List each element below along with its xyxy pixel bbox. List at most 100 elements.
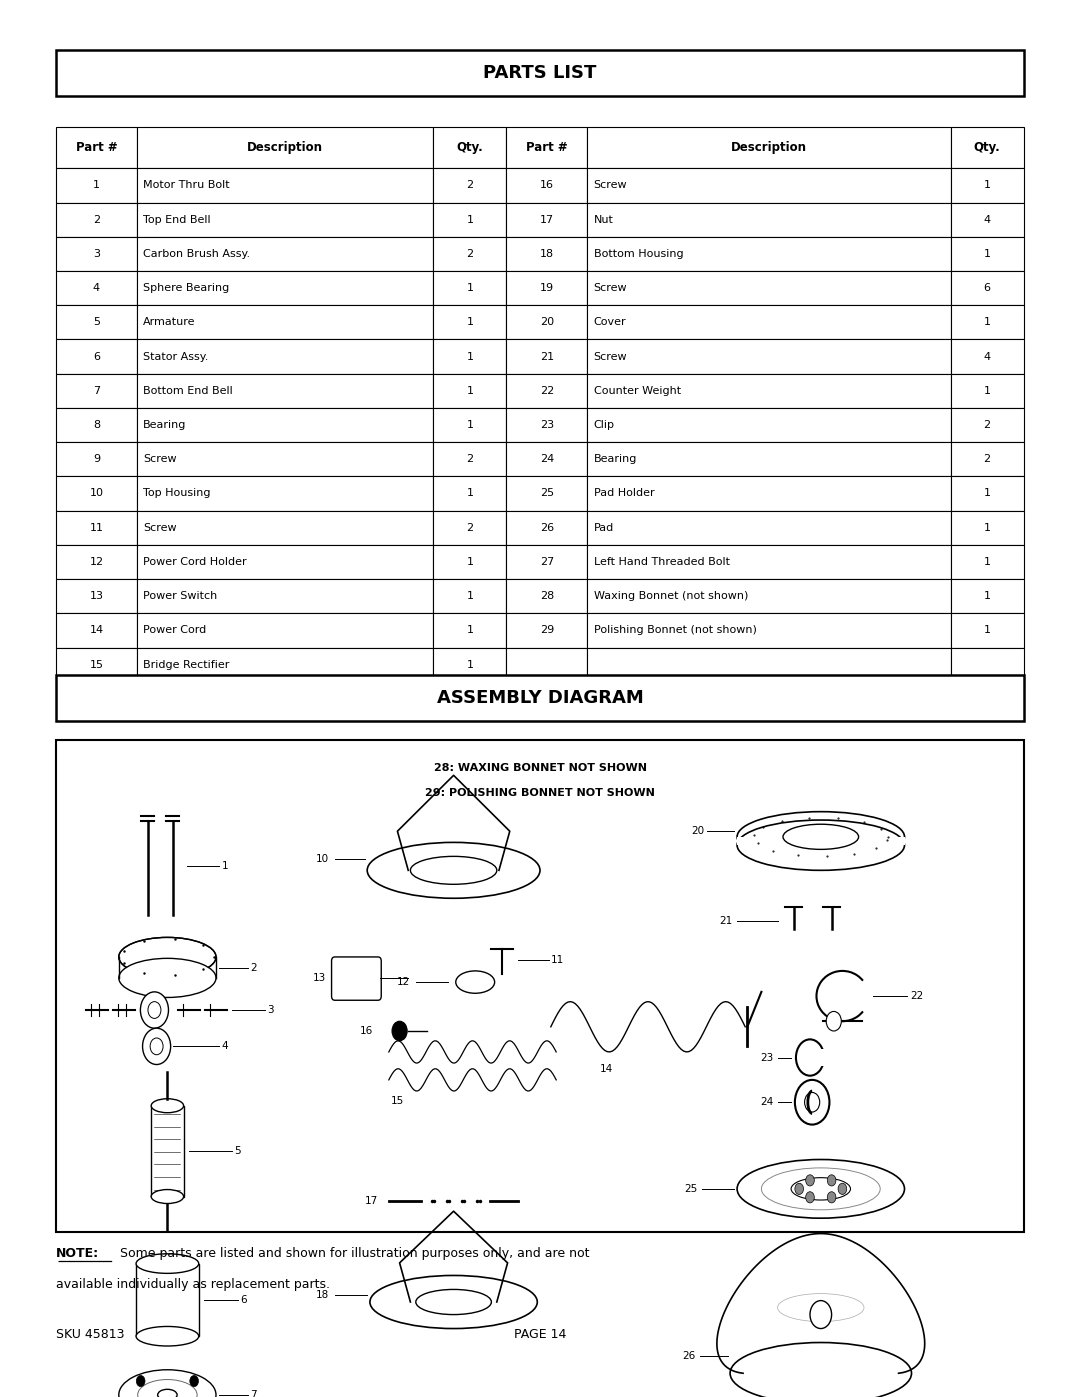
Text: 1: 1 [467,284,473,293]
Text: 23: 23 [540,420,554,430]
Text: 2: 2 [467,454,473,464]
Bar [588,237,950,271]
Text: 6: 6 [93,352,100,362]
Ellipse shape [119,937,216,977]
Text: 25: 25 [540,489,554,499]
Text: 1: 1 [984,489,990,499]
Text: 29: 29 [540,626,554,636]
Bar [507,339,588,373]
Bar [950,613,1024,647]
Text: Bridge Rectifier: Bridge Rectifier [144,659,230,669]
Bar [56,648,137,682]
Text: Polishing Bonnet (not shown): Polishing Bonnet (not shown) [594,626,756,636]
Bar [737,837,905,845]
Ellipse shape [737,820,905,870]
Text: Bearing: Bearing [594,454,637,464]
Bar [137,578,433,613]
Text: Waxing Bonnet (not shown): Waxing Bonnet (not shown) [594,591,748,601]
Circle shape [795,1080,829,1125]
Text: 3: 3 [267,1004,273,1016]
Circle shape [826,1011,841,1031]
FancyBboxPatch shape [332,957,381,1000]
Text: SKU 45813: SKU 45813 [56,1329,124,1341]
Bar [137,648,433,682]
Bar [950,339,1024,373]
Bar [950,203,1024,236]
Bar [588,305,950,339]
Text: Bearing: Bearing [144,420,187,430]
Text: 2: 2 [467,180,473,190]
Text: 12: 12 [397,977,410,988]
Bar [151,1106,184,1196]
Bar [588,613,950,647]
Bar [433,408,507,441]
Circle shape [143,1028,171,1065]
Text: Nut: Nut [594,215,613,225]
Bar [433,237,507,271]
Text: 21: 21 [540,352,554,362]
Ellipse shape [119,1369,216,1397]
Bar [56,740,1024,1232]
Circle shape [810,1301,832,1329]
Text: Qty.: Qty. [457,141,483,154]
Circle shape [796,1039,824,1076]
Text: 1: 1 [93,180,100,190]
Bar [137,339,433,373]
Text: 1: 1 [984,386,990,395]
Text: 1: 1 [467,317,473,327]
Ellipse shape [158,1389,177,1397]
Circle shape [140,992,168,1028]
Bar [588,578,950,613]
Bar [950,476,1024,510]
Ellipse shape [783,824,859,849]
Text: 11: 11 [551,954,564,965]
Text: Carbon Brush Assy.: Carbon Brush Assy. [144,249,251,258]
Text: Clip: Clip [594,420,615,430]
Text: Armature: Armature [144,317,195,327]
Text: 6: 6 [240,1295,246,1305]
Bar [507,545,588,578]
Bar [137,545,433,578]
Circle shape [838,1183,847,1194]
Text: 2: 2 [467,249,473,258]
Bar [56,271,137,305]
Bar [137,237,433,271]
Text: Sphere Bearing: Sphere Bearing [144,284,230,293]
Bar [588,203,950,236]
Text: 24: 24 [540,454,554,464]
Bar [433,545,507,578]
Text: Description: Description [247,141,323,154]
Text: 1: 1 [467,626,473,636]
Bar [137,127,433,168]
Text: 1: 1 [984,557,990,567]
Bar [433,441,507,476]
Bar [950,545,1024,578]
Text: Stator Assy.: Stator Assy. [144,352,208,362]
Bar [507,305,588,339]
Text: Screw: Screw [144,522,177,532]
Bar [950,373,1024,408]
Bar [507,648,588,682]
Text: 7: 7 [251,1390,257,1397]
Bar [56,545,137,578]
Ellipse shape [456,971,495,993]
Text: 18: 18 [316,1289,329,1301]
Text: 2: 2 [467,522,473,532]
Text: 14: 14 [90,626,104,636]
Bar [950,237,1024,271]
Text: 23: 23 [760,1052,773,1063]
Bar [137,476,433,510]
Text: Top End Bell: Top End Bell [144,215,211,225]
Text: Bottom End Bell: Bottom End Bell [144,386,233,395]
Text: 25: 25 [685,1183,698,1194]
Text: 13: 13 [313,972,326,983]
Circle shape [136,1376,145,1387]
Bar [588,408,950,441]
Bar [433,305,507,339]
Text: 4: 4 [93,284,100,293]
Ellipse shape [369,1275,538,1329]
Bar [56,578,137,613]
Text: 29: POLISHING BONNET NOT SHOWN: 29: POLISHING BONNET NOT SHOWN [426,788,654,799]
Text: 15: 15 [391,1095,404,1106]
Text: 17: 17 [540,215,554,225]
